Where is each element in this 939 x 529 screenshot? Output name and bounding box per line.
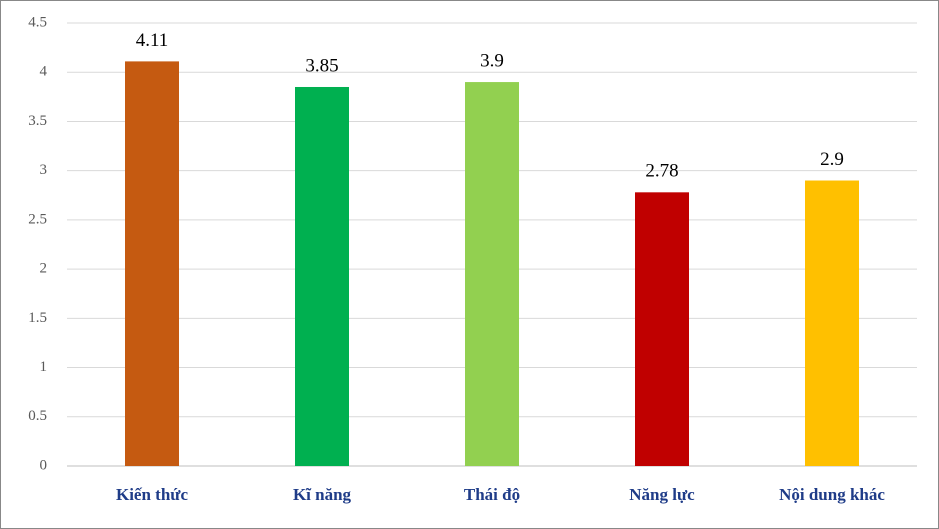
y-tick-label: 3: [40, 162, 48, 178]
bar: [295, 86, 349, 466]
value-label: 2.78: [645, 161, 678, 182]
x-tick-label: Năng lực: [629, 485, 695, 504]
bar: [635, 192, 689, 466]
x-tick-label: Thái độ: [464, 485, 520, 504]
y-tick-label: 4: [40, 64, 48, 80]
bar: [125, 61, 179, 466]
value-label: 2.9: [820, 149, 844, 170]
y-tick-label: 0: [40, 457, 48, 473]
y-tick-label: 3.5: [28, 113, 47, 129]
x-tick-label: Kĩ năng: [293, 485, 352, 504]
y-tick-label: 0.5: [28, 408, 47, 424]
bar: [805, 180, 859, 466]
x-tick-label: Kiến thức: [116, 485, 189, 504]
y-tick-label: 2.5: [28, 211, 47, 227]
value-label: 3.9: [480, 50, 504, 71]
y-tick-label: 1.5: [28, 310, 47, 326]
y-tick-label: 1: [40, 359, 48, 375]
bar: [465, 82, 519, 467]
value-label: 3.85: [305, 55, 338, 76]
y-tick-label: 4.5: [28, 14, 47, 30]
x-tick-label: Nội dung khác: [779, 485, 885, 504]
y-tick-label: 2: [40, 261, 48, 277]
value-label: 4.11: [136, 30, 169, 51]
